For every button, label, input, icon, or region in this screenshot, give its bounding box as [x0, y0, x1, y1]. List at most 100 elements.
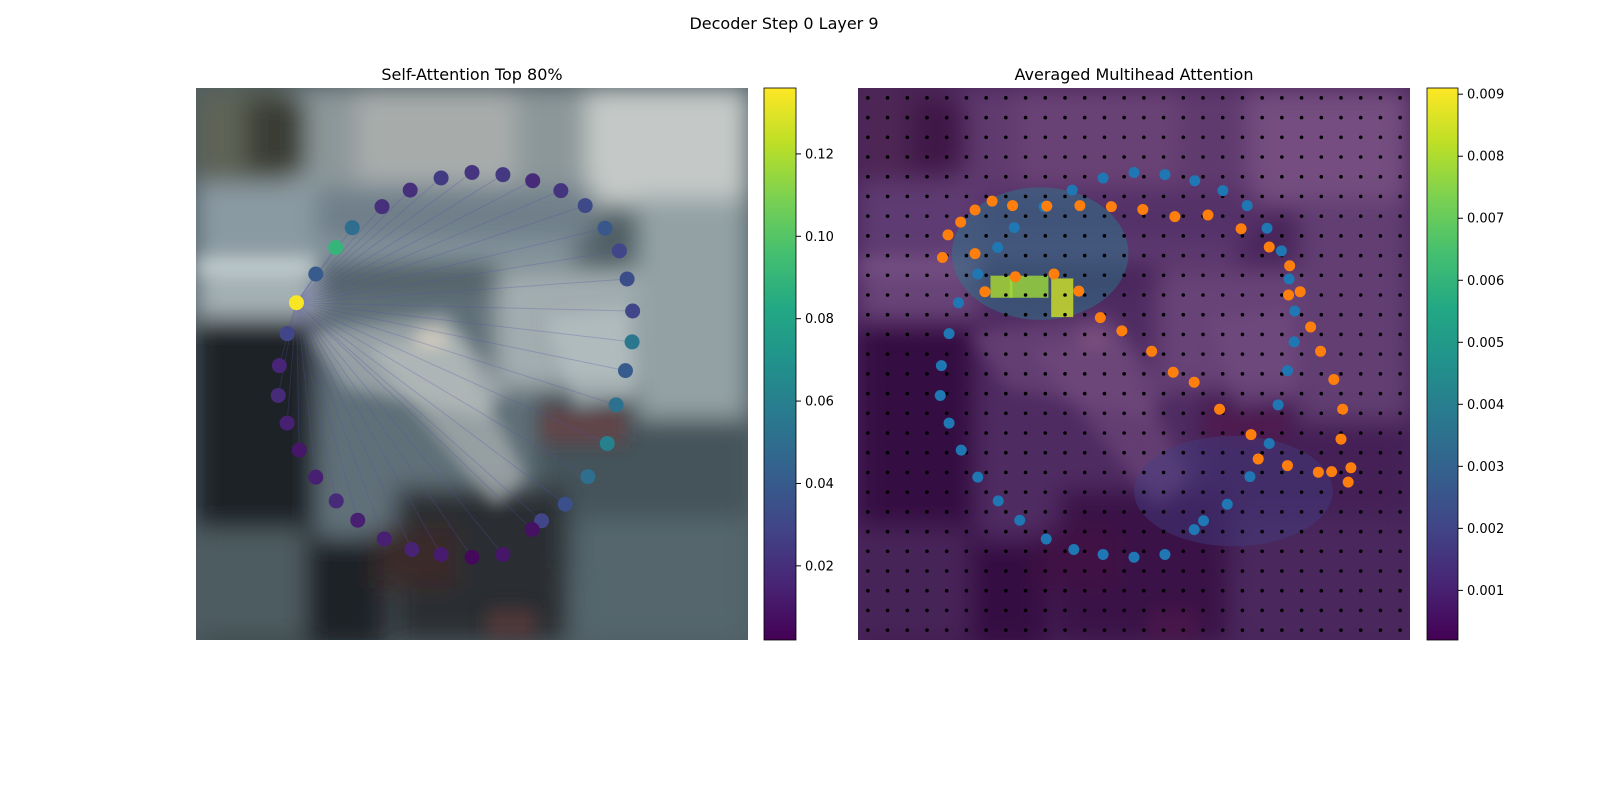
grid-point — [1142, 529, 1146, 534]
orange-point — [1342, 476, 1354, 488]
grid-point — [1220, 273, 1225, 278]
grid-point — [1358, 332, 1363, 337]
grid-point — [1043, 194, 1048, 199]
orange-point — [1137, 203, 1149, 215]
grid-point — [1142, 549, 1146, 554]
grid-point — [984, 608, 988, 613]
grid-point — [1004, 253, 1008, 258]
grid-point — [1142, 352, 1146, 356]
grid-point — [1339, 450, 1343, 455]
grid-point — [1358, 253, 1363, 258]
grid-point — [1102, 96, 1107, 100]
grid-point — [1358, 293, 1363, 297]
grid-point — [1280, 194, 1284, 199]
grid-point — [944, 588, 949, 593]
grid-point — [885, 273, 890, 278]
grid-point — [905, 332, 910, 337]
colorbar-tick-label: 0.005 — [1467, 336, 1504, 351]
grid-point — [1063, 588, 1067, 593]
heatmap-base — [858, 88, 1410, 640]
grid-point — [1398, 352, 1402, 356]
grid-point — [885, 431, 890, 435]
grid-point — [1299, 569, 1304, 573]
grid-point — [1082, 135, 1087, 140]
grid-point — [1280, 273, 1284, 278]
grid-point — [1201, 510, 1205, 514]
grid-point — [1398, 431, 1402, 435]
attention-line — [295, 302, 385, 540]
grid-point — [1082, 234, 1087, 238]
grid-point — [1358, 312, 1363, 317]
grid-point — [1161, 431, 1166, 435]
grid-point — [1122, 372, 1126, 376]
grid-point — [1299, 332, 1304, 337]
grid-point — [964, 372, 969, 376]
orange-point — [1326, 466, 1338, 478]
attention-point — [525, 173, 541, 189]
colorbar-tick-label: 0.12 — [805, 147, 834, 162]
blue-point — [1241, 200, 1253, 212]
grid-point — [964, 253, 969, 258]
grid-point — [1023, 234, 1028, 238]
blue-point — [1097, 172, 1109, 184]
grid-point — [905, 588, 910, 593]
grid-point — [1142, 194, 1146, 199]
attention-point — [557, 496, 573, 512]
grid-point — [984, 510, 988, 514]
grid-point — [1142, 411, 1146, 416]
grid-point — [1398, 155, 1402, 159]
grid-point — [984, 96, 988, 100]
grid-point — [1280, 115, 1284, 120]
grid-point — [1102, 391, 1107, 396]
grid-point — [1063, 332, 1067, 337]
orange-point — [936, 251, 948, 263]
grid-point — [1142, 608, 1146, 613]
grid-point — [1063, 411, 1067, 416]
grid-point — [1142, 510, 1146, 514]
grid-point — [925, 194, 929, 199]
grid-point — [1378, 96, 1383, 100]
grid-point — [1181, 569, 1186, 573]
grid-point — [1260, 135, 1264, 140]
grid-point — [1378, 411, 1383, 416]
grid-point — [905, 431, 910, 435]
grid-point — [1004, 391, 1008, 396]
grid-point — [1181, 411, 1186, 416]
grid-point — [944, 510, 949, 514]
grid-point — [1082, 273, 1087, 278]
grid-point — [905, 293, 910, 297]
grid-point — [1299, 174, 1304, 179]
colorbar-tick-label: 0.002 — [1467, 522, 1504, 537]
grid-point — [905, 194, 910, 199]
grid-point — [1004, 529, 1008, 534]
attention-line — [296, 172, 473, 304]
grid-point — [885, 312, 890, 317]
grid-point — [1142, 431, 1146, 435]
grid-point — [1181, 312, 1186, 317]
grid-point — [905, 391, 910, 396]
grid-point — [1142, 293, 1146, 297]
grid-point — [1063, 135, 1067, 140]
grid-point — [925, 352, 929, 356]
grid-point — [925, 234, 929, 238]
grid-point — [1043, 549, 1048, 554]
attention-point — [308, 469, 324, 485]
orange-point — [1345, 462, 1357, 474]
orange-point — [1105, 201, 1117, 213]
attention-points — [270, 164, 641, 565]
grid-point — [1339, 293, 1343, 297]
grid-point — [1043, 628, 1048, 632]
grid-point — [1102, 608, 1107, 613]
orange-point — [942, 229, 954, 241]
grid-point — [1004, 174, 1008, 179]
grid-point — [1082, 155, 1087, 159]
grid-point — [1122, 234, 1126, 238]
grid-point — [925, 529, 929, 534]
grid-point — [1398, 332, 1402, 337]
grid-point — [1181, 372, 1186, 376]
grid-point — [925, 549, 929, 554]
grid-point — [1181, 332, 1186, 337]
attention-point — [328, 240, 344, 256]
grid-point — [1280, 332, 1284, 337]
grid-point — [1161, 470, 1166, 475]
